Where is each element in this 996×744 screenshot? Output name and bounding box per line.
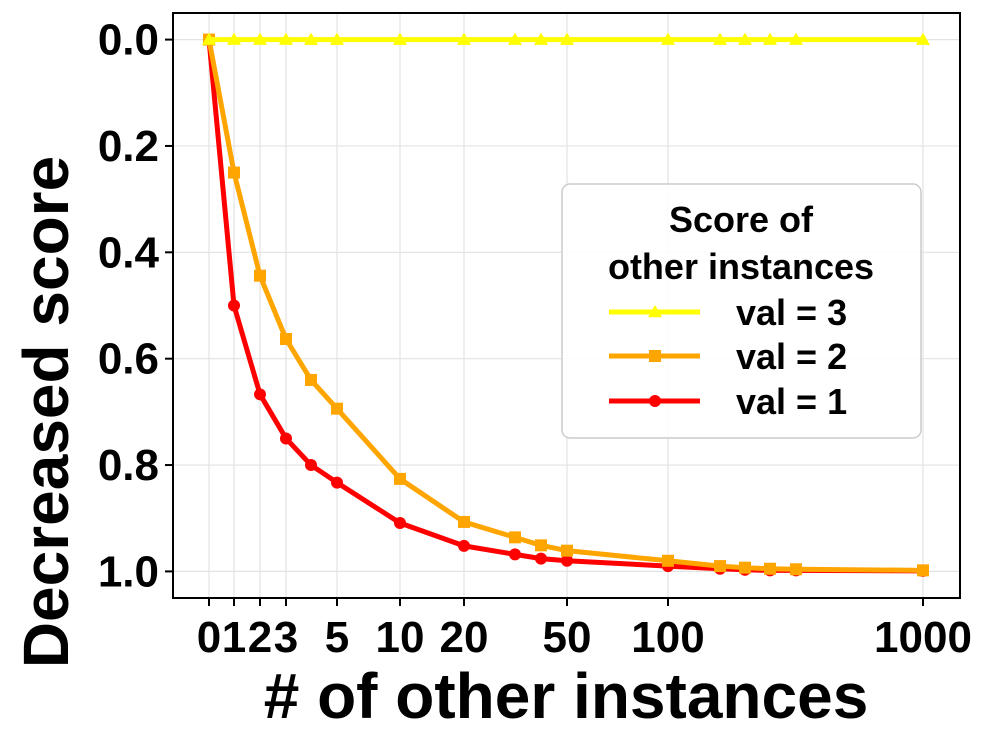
legend-label: val = 3 xyxy=(736,292,847,333)
x-tick-label: 0 xyxy=(197,613,221,662)
data-point xyxy=(789,32,803,45)
data-point xyxy=(228,299,240,312)
data-point xyxy=(535,552,547,565)
data-point xyxy=(560,32,574,45)
data-point xyxy=(393,32,407,45)
data-point xyxy=(790,563,802,576)
data-point xyxy=(458,515,470,528)
x-tick-label: 50 xyxy=(543,613,592,662)
data-point xyxy=(227,32,241,45)
data-point xyxy=(279,32,293,45)
y-tick-label: 0.4 xyxy=(98,228,160,277)
data-point xyxy=(738,32,752,45)
x-axis-title: # of other instances xyxy=(264,660,869,732)
data-point xyxy=(457,32,471,45)
data-point xyxy=(917,564,929,577)
y-tick-label: 0.8 xyxy=(98,441,159,490)
data-point xyxy=(535,539,547,552)
data-point xyxy=(253,32,267,45)
data-point xyxy=(534,32,548,45)
series-layer xyxy=(202,32,930,577)
data-point xyxy=(254,388,266,401)
y-tick-label: 0.2 xyxy=(98,122,159,171)
data-point xyxy=(304,32,318,45)
data-point xyxy=(458,539,470,552)
data-point xyxy=(662,554,674,567)
data-point xyxy=(394,517,406,530)
x-tick-label: 3 xyxy=(274,613,298,662)
data-point xyxy=(714,560,726,573)
data-point xyxy=(763,32,777,45)
series-val-2 xyxy=(203,33,929,577)
legend-marker xyxy=(649,395,661,407)
data-point xyxy=(916,32,930,45)
x-tick-label: 100 xyxy=(631,613,704,662)
legend-label: val = 1 xyxy=(736,381,847,422)
x-tick-label: 5 xyxy=(325,613,349,662)
data-point xyxy=(509,548,521,561)
x-tick-label: 20 xyxy=(440,613,489,662)
data-point xyxy=(739,561,751,574)
data-point xyxy=(305,373,317,386)
data-point xyxy=(330,32,344,45)
legend-box xyxy=(561,183,922,439)
data-point xyxy=(713,32,727,45)
y-axis-ticks: 0.0 0.2 0.4 0.6 0.8 1.0 xyxy=(98,16,173,596)
y-tick-label: 0.0 xyxy=(98,16,159,65)
data-point xyxy=(280,333,292,346)
data-point xyxy=(305,459,317,472)
legend-label: val = 2 xyxy=(736,336,847,377)
legend-title-line1: Score of xyxy=(669,199,814,240)
series-val-3 xyxy=(202,32,930,45)
x-axis-ticks: 0 1 2 3 5 10 20 50 100 1000 xyxy=(197,598,972,662)
x-tick-label: 10 xyxy=(376,613,425,662)
y-tick-label: 0.6 xyxy=(98,335,159,384)
data-point xyxy=(661,32,675,45)
legend-marker xyxy=(648,305,662,318)
data-point xyxy=(561,554,573,567)
x-tick-label: 1 xyxy=(222,613,246,662)
data-point xyxy=(394,472,406,485)
legend-entry: val = 3 xyxy=(609,292,847,333)
data-point xyxy=(508,32,522,45)
data-point xyxy=(254,269,266,282)
data-point xyxy=(202,32,216,45)
data-point xyxy=(331,476,343,489)
data-point xyxy=(764,562,776,575)
data-point xyxy=(509,531,521,544)
x-tick-label: 1000 xyxy=(874,613,972,662)
y-axis-title: Decreased score xyxy=(10,156,82,668)
data-point xyxy=(280,432,292,445)
legend-marker xyxy=(649,350,661,362)
data-point xyxy=(228,166,240,179)
legend-title-line2: other instances xyxy=(608,246,874,287)
y-tick-label: 1.0 xyxy=(98,547,159,596)
legend-entry: val = 2 xyxy=(609,336,847,377)
x-tick-label: 2 xyxy=(248,613,272,662)
data-point xyxy=(331,402,343,415)
data-point xyxy=(561,544,573,557)
legend-entry: val = 1 xyxy=(609,381,847,422)
